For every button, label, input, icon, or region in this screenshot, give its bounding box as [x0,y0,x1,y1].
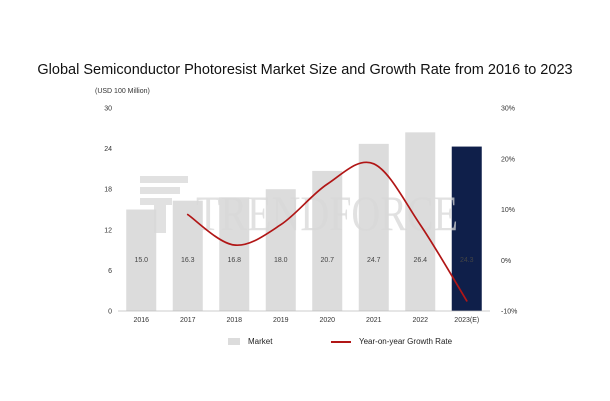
data-label-2023(E): 24.3 [460,257,474,264]
y-axis-unit-label: (USD 100 Million) [95,88,150,95]
legend-label-market: Market [248,337,273,346]
bar-2019 [265,189,296,311]
legend-swatch-market [228,338,240,345]
growth-rate-line [186,161,468,302]
bar-2017 [172,200,203,311]
data-label-2016: 15.0 [134,257,148,264]
data-label-2021: 24.7 [367,257,381,264]
data-label-2017: 16.3 [181,257,195,264]
x-tick-label: 2019 [273,317,289,324]
y2-tick-label: 0% [501,258,511,265]
y-tick-label: 18 [104,187,112,194]
x-tick-label: 2017 [180,317,196,324]
x-tick-label: 2020 [319,317,335,324]
y2-tick-label: 20% [501,156,515,163]
data-label-2018: 16.8 [227,257,241,264]
legend-item-growth-rate: Year-on-year Growth Rate [331,337,452,346]
legend-label-growth-rate: Year-on-year Growth Rate [359,337,453,346]
y2-tick-label: -10% [501,309,517,316]
y-tick-label: 6 [108,268,112,275]
x-tick-label: 2016 [133,317,149,324]
data-label-2020: 20.7 [320,257,334,264]
x-tick-label: 2021 [366,317,382,324]
y-tick-label: 24 [104,146,112,153]
bar-2020 [312,170,343,311]
svg-text:TRENDFORCE: TRENDFORCE [196,185,458,241]
y-tick-label: 30 [104,106,112,113]
bar-2016 [126,209,157,311]
data-label-2022: 26.4 [413,257,427,264]
y2-tick-label: 30% [501,106,515,113]
x-tick-label: 2023(E) [454,317,479,324]
data-label-2019: 18.0 [274,257,288,264]
legend-item-market: Market [228,337,272,346]
x-tick-label: 2022 [412,317,428,324]
y-tick-label: 0 [108,309,112,316]
chart-title: Global Semiconductor Photoresist Market … [37,62,573,78]
x-tick-label: 2018 [226,317,242,324]
trendforce-watermark: TRENDFORCE [140,176,458,241]
bar-2018 [219,197,250,311]
y-tick-label: 12 [104,227,112,234]
bar-2022 [405,132,436,311]
legend-swatch-growth-rate [331,340,351,343]
y2-tick-label: 10% [501,207,515,214]
